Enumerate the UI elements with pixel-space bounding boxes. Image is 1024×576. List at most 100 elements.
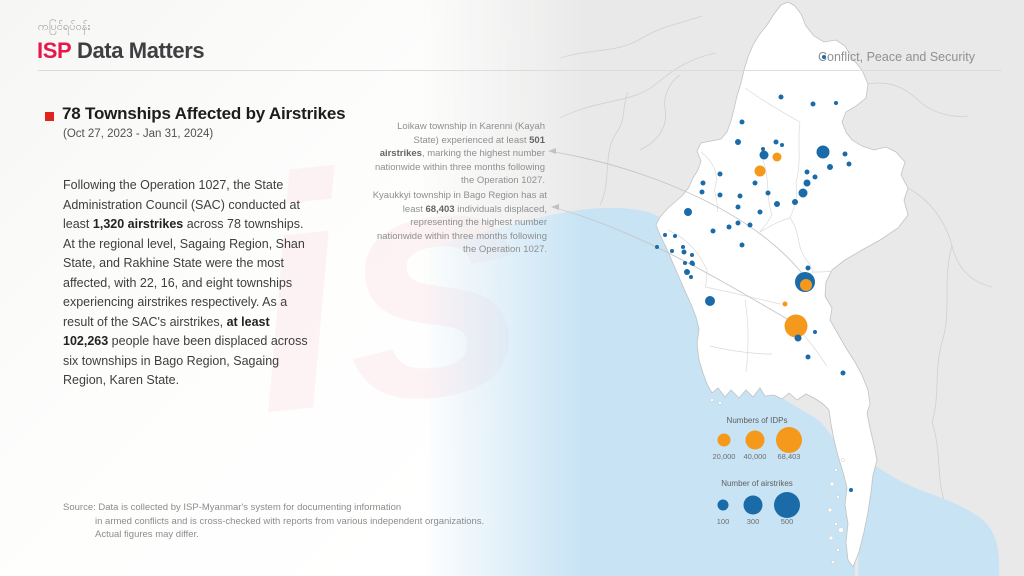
airstrike-dot: [846, 161, 852, 167]
airstrike-dot: [778, 94, 784, 100]
legend-circle: [743, 495, 763, 515]
legend-idps: Numbers of IDPs 20,000 40,000 68,403: [713, 416, 802, 461]
source-line-1: Source: Data is collected by ISP-Myanmar…: [63, 502, 402, 513]
airstrike-dot: [700, 180, 706, 186]
airstrike-dot: [752, 180, 758, 186]
airstrike-dot: [670, 249, 674, 253]
airstrike-dot: [774, 201, 780, 207]
airstrike-dot: [804, 169, 810, 175]
airstrike-dot: [739, 242, 745, 248]
airstrike-dot: [663, 233, 667, 237]
airstrike-dot: [717, 171, 723, 177]
airstrike-dot: [726, 224, 732, 230]
idp-dot: [784, 314, 808, 338]
idp-dot: [800, 279, 812, 291]
airstrike-dot: [794, 334, 802, 342]
airstrike-dot: [690, 253, 694, 257]
legend-circle: [717, 433, 731, 447]
airstrike-dot: [792, 199, 798, 205]
legend-title: Number of airstrikes: [721, 479, 793, 488]
airstrike-dot: [689, 275, 693, 279]
legend-title: Numbers of IDPs: [727, 416, 788, 425]
airstrike-dot: [805, 354, 811, 360]
brand-logo: ISP Data Matters: [37, 38, 205, 64]
dots-layer: [655, 55, 853, 492]
gulf-of-thailand-sea: [858, 462, 1000, 576]
airstrike-dot: [798, 188, 808, 198]
airstrike-dot: [739, 119, 745, 125]
airstrike-dot: [842, 151, 848, 157]
airstrike-dot: [849, 488, 853, 492]
airstrike-dot: [773, 139, 779, 145]
airstrike-dot: [761, 147, 765, 151]
airstrike-dot: [834, 101, 838, 105]
airstrike-dot: [803, 179, 811, 187]
body-paragraph: Following the Operation 1027, the State …: [63, 178, 308, 387]
legend-label: 100: [717, 517, 730, 526]
state-boundaries: [667, 87, 833, 373]
legend-label: 20,000: [713, 452, 736, 461]
airstrike-dot: [805, 265, 811, 271]
airstrike-dot: [717, 192, 723, 198]
airstrike-dot: [812, 174, 818, 180]
airstrike-dot: [816, 145, 830, 159]
airstrike-dot: [810, 101, 816, 107]
peninsula-land: [1005, 516, 1024, 576]
annotation-kyaukkyi: Kyaukkyi township in Bago Region has at …: [372, 190, 547, 255]
airstrike-dot: [759, 150, 769, 160]
airstrike-dot: [673, 234, 677, 238]
airstrike-dot: [822, 55, 826, 59]
legend-label: 68,403: [778, 452, 801, 461]
brand-burmese-text: ကပြင်ရပ်ဝန်း: [38, 21, 91, 33]
source-line-3: Actual figures may differ.: [95, 529, 199, 540]
source-line-2: in armed conflicts and is cross-checked …: [95, 515, 485, 527]
legend-circle: [745, 430, 765, 450]
bay-of-bengal-sea: [430, 207, 856, 576]
date-range: (Oct 27, 2023 - Jan 31, 2024): [63, 128, 214, 140]
airstrike-dot: [735, 139, 741, 145]
idp-dot: [772, 152, 782, 162]
islands: [710, 398, 845, 564]
legend-label: 500: [781, 517, 794, 526]
category-label: Conflict, Peace and Security: [817, 50, 975, 64]
airstrike-dot: [691, 262, 695, 266]
airstrike-dot: [735, 220, 741, 226]
airstrike-dot: [705, 296, 715, 306]
brand-isp: ISP: [37, 38, 72, 63]
airstrike-dot: [683, 261, 687, 265]
legend-circle: [717, 499, 729, 511]
annotation-loikaw: Loikaw township in Karenni (Kayah State)…: [374, 121, 545, 186]
leader-lines: [548, 150, 805, 321]
legend-airstrikes: Number of airstrikes 100 300 500: [717, 479, 800, 526]
airstrike-dot: [710, 228, 716, 234]
airstrike-dot: [780, 143, 784, 147]
airstrike-dot: [747, 222, 753, 228]
source-note: Source: Data is collected by ISP-Myanmar…: [63, 501, 484, 542]
title-bullet: [45, 112, 54, 121]
airstrike-dot: [684, 269, 690, 275]
airstrike-dot: [699, 189, 705, 195]
myanmar-outline: [655, 1, 909, 568]
airstrike-dot: [735, 204, 741, 210]
airstrike-dot: [681, 245, 685, 249]
legend-circle: [776, 427, 802, 453]
airstrike-dot: [681, 249, 687, 255]
idp-dot: [754, 165, 766, 177]
airstrike-dot: [655, 245, 659, 249]
page-title: 78 Townships Affected by Airstrikes: [62, 104, 346, 123]
airstrike-dot: [765, 190, 771, 196]
airstrike-dot: [840, 370, 846, 376]
leader-arrowheads: [548, 148, 559, 210]
airstrike-dot: [684, 208, 692, 216]
legend-circle: [774, 492, 800, 518]
airstrike-dot: [827, 164, 833, 170]
airstrike-dot: [757, 209, 763, 215]
idp-dot: [782, 301, 788, 307]
airstrike-dot: [813, 330, 817, 334]
legend-label: 40,000: [744, 452, 767, 461]
legend-label: 300: [747, 517, 760, 526]
airstrike-dot: [737, 193, 743, 199]
brand-rest: Data Matters: [76, 38, 205, 63]
header-divider: [38, 70, 1002, 71]
